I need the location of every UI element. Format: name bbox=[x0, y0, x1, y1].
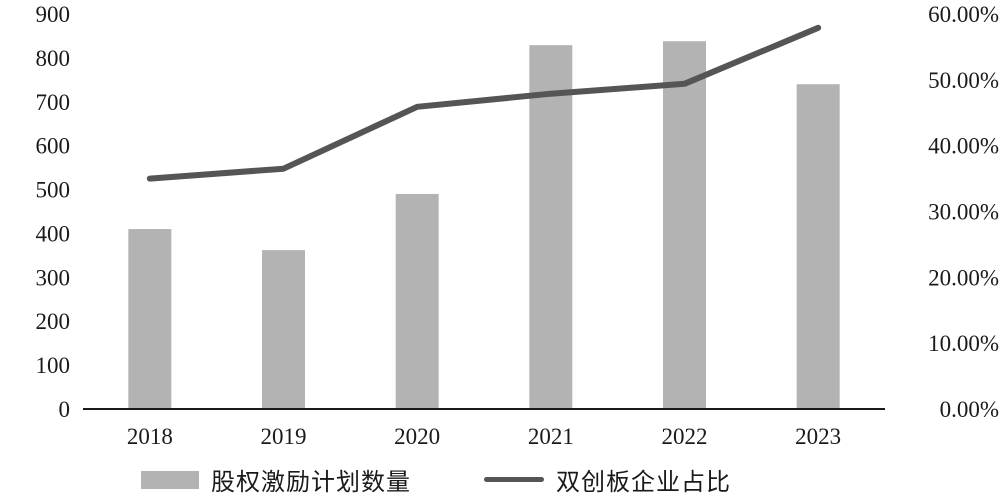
right-axis-ticks: 0.00% 10.00% 20.00% 30.00% 40.00% 50.00% 60.00… bbox=[928, 2, 999, 422]
left-tick-label: 900 bbox=[36, 2, 71, 27]
left-tick-label: 200 bbox=[36, 309, 71, 334]
legend-label-line: 双创板企业占比 bbox=[556, 468, 731, 496]
x-tick-label: 2019 bbox=[261, 424, 307, 449]
left-tick-label: 700 bbox=[36, 90, 71, 115]
x-tick-label: 2018 bbox=[127, 424, 173, 449]
bar bbox=[796, 84, 840, 409]
x-tick-label: 2022 bbox=[662, 424, 708, 449]
line-swatch-icon bbox=[484, 477, 544, 482]
bar bbox=[663, 41, 706, 409]
right-tick-label: 0.00% bbox=[940, 397, 999, 422]
right-tick-label: 10.00% bbox=[928, 331, 999, 356]
x-axis-ticks: 2018 2019 2020 2021 2022 2023 bbox=[127, 424, 841, 449]
left-tick-label: 100 bbox=[36, 353, 71, 378]
legend-label-bar: 股权激励计划数量 bbox=[211, 468, 411, 496]
legend-item-line: 双创板企业占比 bbox=[484, 462, 731, 497]
left-tick-label: 500 bbox=[36, 178, 71, 203]
left-tick-label: 800 bbox=[36, 46, 71, 71]
right-tick-label: 30.00% bbox=[928, 200, 999, 225]
bar-series bbox=[128, 41, 840, 410]
bar bbox=[529, 45, 573, 410]
left-tick-label: 0 bbox=[59, 397, 71, 422]
left-axis-ticks: 0 100 200 300 400 500 600 700 800 900 bbox=[36, 2, 71, 422]
x-tick-label: 2021 bbox=[528, 424, 574, 449]
line-series bbox=[146, 24, 822, 182]
x-tick-label: 2023 bbox=[795, 424, 841, 449]
x-tick-label: 2020 bbox=[394, 424, 440, 449]
legend-item-bar: 股权激励计划数量 bbox=[141, 462, 411, 497]
right-tick-label: 50.00% bbox=[928, 68, 999, 93]
right-tick-label: 20.00% bbox=[928, 265, 999, 290]
legend: 股权激励计划数量 双创板企业占比 bbox=[0, 462, 999, 496]
bar bbox=[395, 193, 439, 409]
left-tick-label: 600 bbox=[36, 134, 71, 159]
right-tick-label: 60.00% bbox=[928, 2, 999, 27]
bar bbox=[262, 250, 305, 409]
bar bbox=[128, 229, 172, 409]
bar-swatch-icon bbox=[141, 470, 199, 489]
right-tick-label: 40.00% bbox=[928, 134, 999, 159]
left-tick-label: 400 bbox=[36, 221, 71, 246]
left-tick-label: 300 bbox=[36, 265, 71, 290]
combo-chart: 0 100 200 300 400 500 600 700 800 900 0.00% 10.00%… bbox=[36, 2, 999, 449]
